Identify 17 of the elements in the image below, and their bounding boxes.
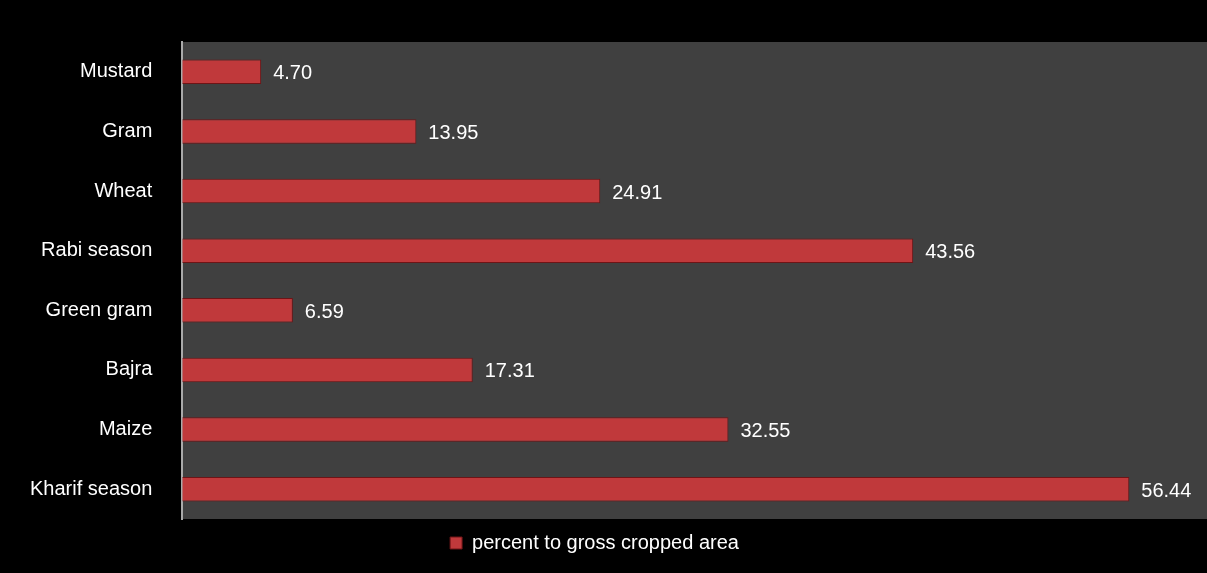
data-label: 6.59: [304, 299, 344, 322]
y-tick-label: Mustard: [80, 59, 153, 82]
data-label: 32.55: [740, 419, 791, 442]
y-tick-label: Wheat: [94, 178, 153, 201]
y-tick-label: Gram: [102, 118, 153, 141]
data-label: 13.95: [428, 120, 479, 143]
y-tick-label: Maize: [98, 417, 153, 440]
y-tick-label: Bajra: [105, 357, 154, 380]
data-label: 56.44: [1141, 478, 1192, 501]
y-tick-label: Green gram: [45, 297, 153, 320]
data-label: 4.70: [273, 61, 313, 84]
legend-label: percent to gross cropped area: [472, 530, 740, 553]
data-label: 43.56: [925, 240, 976, 263]
data-label: 17.31: [484, 359, 535, 382]
y-tick-label: Kharif season: [30, 476, 153, 499]
y-tick-label: Rabi season: [41, 238, 153, 261]
data-label: 24.91: [612, 180, 663, 203]
